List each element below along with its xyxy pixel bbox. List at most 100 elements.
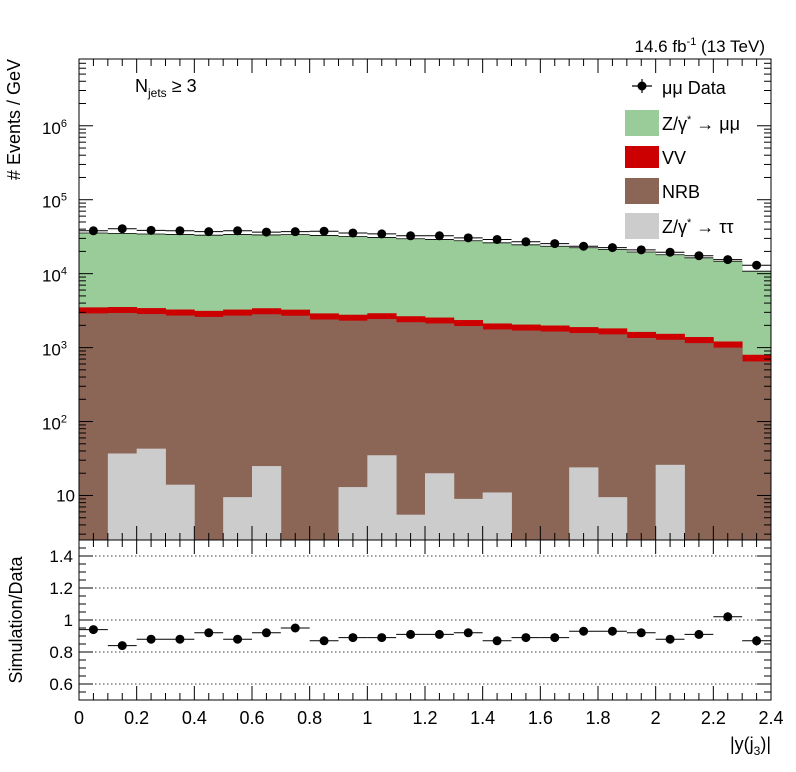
xtick-label: 1 (362, 708, 372, 728)
data-point-19 (636, 245, 646, 255)
ratio-point-13 (463, 628, 473, 638)
data-point-13 (463, 233, 473, 243)
ratio-ytick-label: 1.2 (49, 579, 73, 598)
legend-nrb-swatch (625, 178, 659, 204)
data-point-14 (492, 234, 502, 244)
bar-nrb-16 (540, 331, 570, 540)
ratio-point-8 (319, 636, 329, 646)
xtick-label: 2 (651, 708, 661, 728)
data-point-11 (406, 231, 416, 241)
xtick-label: 2.2 (701, 708, 726, 728)
data-point-15 (521, 237, 531, 247)
bar-ztt-2 (136, 448, 166, 540)
data-point-6 (261, 227, 271, 237)
stack-bars (79, 232, 772, 541)
xtick-label: 0 (74, 708, 84, 728)
ratio-ytick-label: 1 (64, 611, 73, 630)
xtick-label: 2.4 (758, 708, 783, 728)
bar-nrb-22 (713, 347, 743, 540)
bar-nrb-15 (511, 330, 541, 540)
bar-nrb-8 (309, 319, 339, 540)
bar-ztt-17 (569, 467, 599, 540)
data-point-18 (607, 243, 617, 253)
bar-nrb-7 (280, 315, 311, 540)
ratio-point-20 (665, 634, 675, 644)
data-point-22 (723, 255, 733, 265)
ytick-label-1e5: 105 (42, 192, 67, 212)
data-point-3 (175, 226, 185, 236)
data-point-8 (319, 226, 329, 236)
data-point-16 (550, 239, 560, 249)
ratio-point-1 (117, 641, 127, 651)
ratio-point-9 (348, 633, 358, 643)
data-point-12 (434, 231, 444, 241)
bar-nrb-19 (626, 337, 657, 540)
legend-zmm-swatch (625, 110, 659, 136)
top-axes: 10 102 103 104 105 106 (42, 58, 772, 540)
data-point-9 (348, 228, 358, 238)
ratio-point-0 (88, 625, 98, 635)
ratio-point-7 (290, 623, 300, 633)
data-point-5 (233, 226, 243, 236)
ytick-label-10: 10 (56, 486, 75, 505)
ytick-label-1e2: 102 (42, 414, 67, 434)
data-point-0 (88, 226, 98, 236)
ytick-label-1e3: 103 (42, 340, 67, 360)
ratio-point-15 (521, 633, 531, 643)
ratio-point-6 (261, 628, 271, 638)
xtick-label: 1.6 (528, 708, 553, 728)
bar-ztt-14 (482, 492, 512, 540)
ratio-point-18 (607, 626, 617, 636)
data-point-23 (752, 260, 762, 270)
legend-ztt-swatch (625, 213, 659, 239)
data-point-20 (665, 247, 675, 257)
ratio-ytick-label: 1.4 (49, 547, 73, 566)
top-ylabel: # Events / GeV (4, 59, 24, 180)
bar-ztt-10 (367, 455, 397, 540)
bar-nrb-4 (194, 316, 224, 540)
ratio-axes: 0.6 0.8 1 1.2 1.4 0 0.2 0.4 0.6 0.8 1 1.2 1.4 1.6 1.8 2… (49, 539, 784, 728)
xtick-label: 1.2 (412, 708, 437, 728)
xlabel: |y(j3)| (730, 734, 771, 758)
ytick-label-1e6: 106 (42, 118, 67, 138)
bar-ztt-12 (425, 473, 455, 540)
bar-ztt-20 (655, 464, 685, 540)
legend-vv-label: VV (662, 148, 686, 168)
bar-ztt-9 (338, 487, 368, 540)
legend-ztt-label: Z/γ* → ττ (662, 217, 734, 237)
legend-vv-swatch (625, 146, 659, 168)
data-point-2 (146, 225, 156, 235)
ratio-point-3 (175, 634, 185, 644)
ratio-points (79, 612, 771, 651)
ratio-point-17 (579, 626, 589, 636)
ratio-point-14 (492, 636, 502, 646)
legend-data-marker (637, 81, 647, 91)
data-point-17 (579, 241, 589, 251)
legend-nrb-label: NRB (662, 182, 700, 202)
bar-ztt-3 (165, 484, 195, 540)
bar-nrb-11 (396, 322, 426, 540)
xtick-label: 1.8 (585, 708, 610, 728)
data-points (79, 224, 771, 270)
ratio-point-4 (204, 628, 214, 638)
ratio-point-19 (636, 628, 646, 638)
bar-ztt-1 (107, 453, 138, 540)
njets-annotation: Njets ≥ 3 (135, 76, 197, 100)
bottom-ylabel: Simulation/Data (6, 555, 26, 683)
ratio-point-2 (146, 634, 156, 644)
data-point-21 (694, 251, 704, 261)
ratio-gridlines (79, 555, 771, 685)
ratio-ytick-label: 0.8 (49, 643, 73, 662)
bar-nrb-21 (684, 343, 714, 540)
data-point-1 (117, 224, 127, 234)
legend-data-label: μμ Data (662, 78, 727, 98)
ratio-point-11 (406, 629, 416, 639)
data-point-4 (204, 227, 214, 237)
ratio-ytick-label: 0.6 (49, 675, 73, 694)
xtick-label: 0.6 (239, 708, 264, 728)
xtick-label: 0.8 (297, 708, 322, 728)
xtick-label: 0.4 (182, 708, 207, 728)
data-point-10 (377, 229, 387, 239)
xtick-label: 1.4 (470, 708, 495, 728)
ytick-label-1e4: 104 (42, 266, 67, 286)
